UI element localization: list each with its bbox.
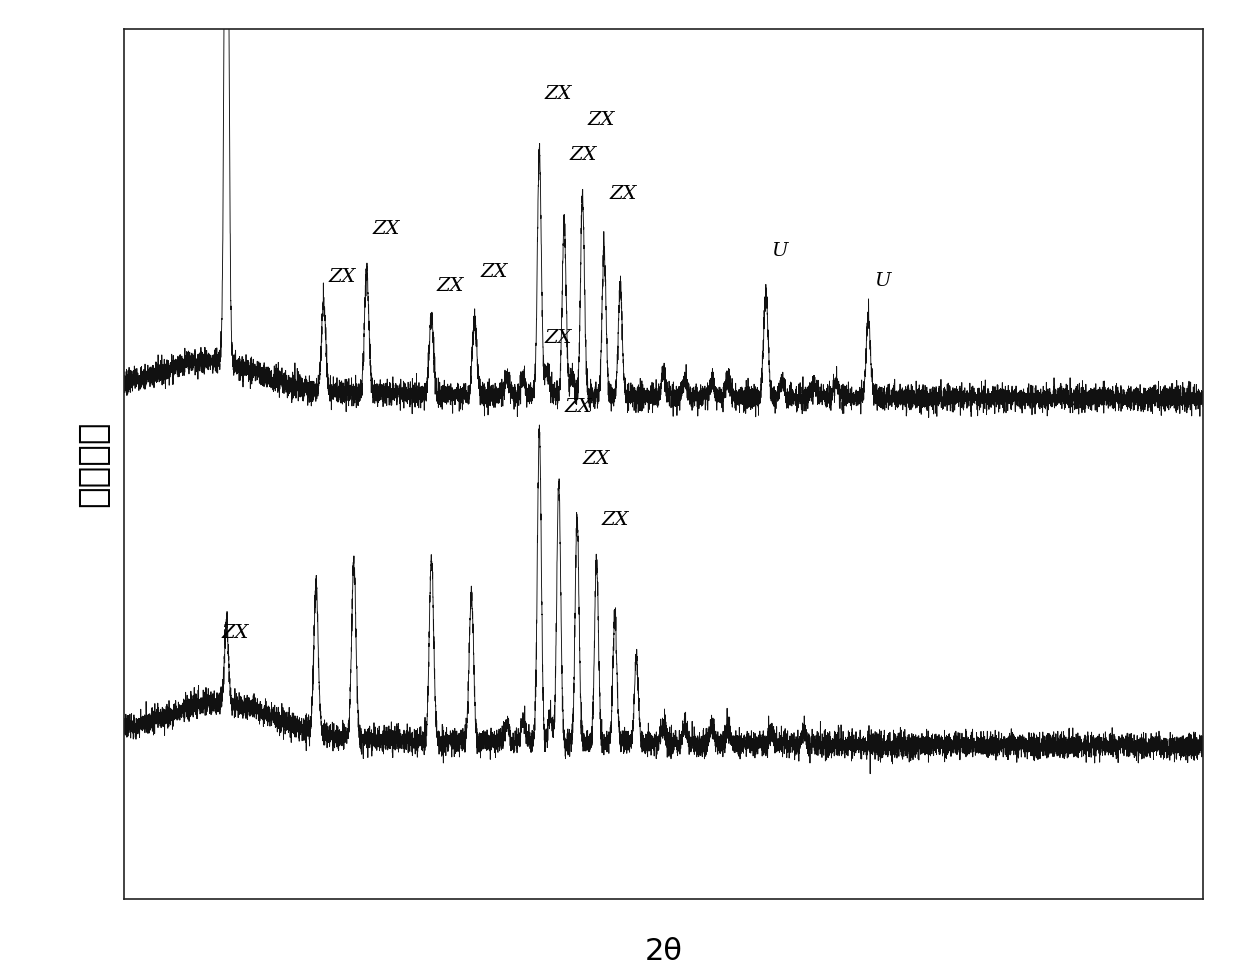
Text: ZX: ZX [601,511,629,530]
Text: ZX: ZX [480,264,507,281]
Text: ZX: ZX [564,399,591,416]
Y-axis label: 相对强度: 相对强度 [76,421,110,507]
Text: ZX: ZX [588,111,615,129]
Text: ZX: ZX [544,328,572,347]
Text: ZX: ZX [329,268,356,286]
Text: ZX: ZX [583,450,610,468]
Text: U: U [771,241,787,260]
Text: ZX: ZX [221,624,248,642]
Text: ZX: ZX [436,276,464,294]
Text: ZX: ZX [569,147,596,164]
Text: ZX: ZX [372,220,399,238]
Text: ZX: ZX [544,85,572,104]
Text: U: U [874,273,890,290]
Text: 2θ: 2θ [645,937,682,965]
Text: ZX: ZX [610,186,637,203]
